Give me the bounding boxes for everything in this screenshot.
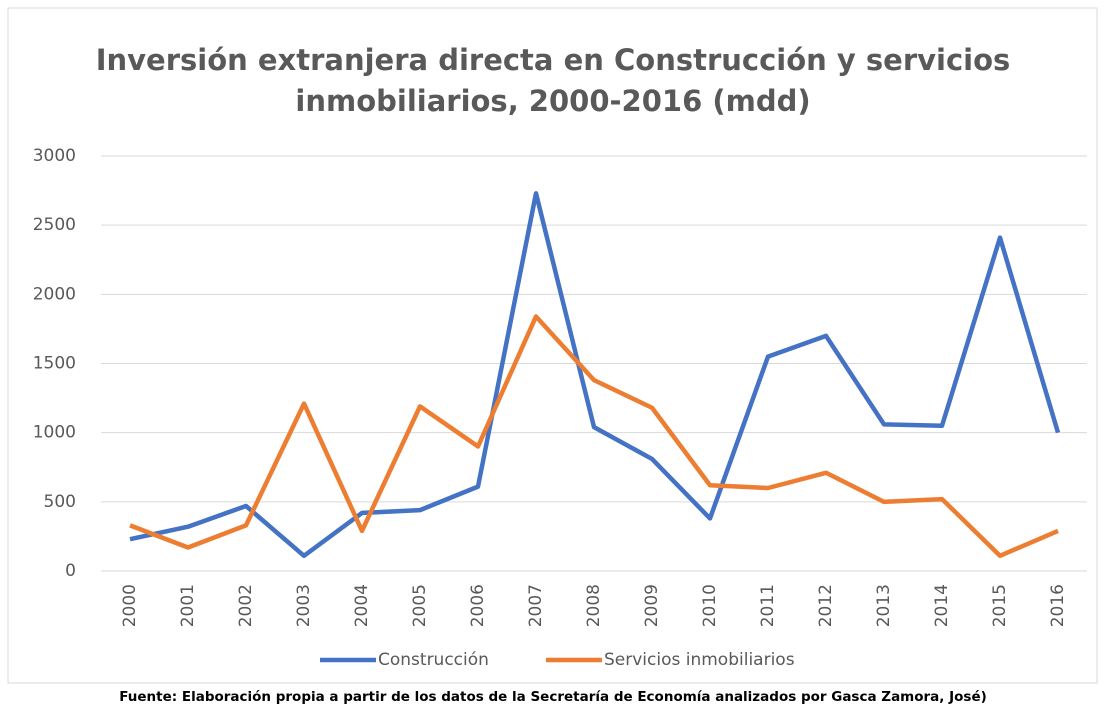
x-tick-label: 2005	[410, 584, 430, 627]
x-tick-label: 2003	[294, 584, 314, 627]
series-line	[129, 191, 1061, 559]
x-tick-label: 2014	[932, 584, 952, 627]
y-tick-label: 1000	[33, 423, 76, 443]
x-tick-label: 2010	[700, 584, 720, 627]
y-tick-label: 2000	[33, 284, 76, 304]
x-tick-label: 2009	[642, 584, 662, 627]
chart-border	[7, 7, 1098, 684]
y-tick-label: 3000	[33, 146, 76, 166]
x-tick-label: 2016	[1048, 584, 1068, 627]
x-tick-label: 2004	[352, 584, 372, 627]
x-tick-label: 2013	[874, 584, 894, 627]
x-tick-label: 2006	[468, 584, 488, 627]
x-tick-label: 2011	[758, 584, 778, 627]
x-tick-label: 2008	[584, 584, 604, 627]
source-note: Fuente: Elaboración propia a partir de l…	[119, 689, 987, 705]
y-tick-label: 1500	[33, 354, 76, 374]
legend-label: Servicios inmobiliarios	[604, 650, 795, 670]
x-tick-label: 2002	[236, 584, 256, 627]
x-tick-label: 2007	[526, 584, 546, 627]
x-tick-label: 2015	[990, 584, 1010, 627]
x-tick-label: 2000	[120, 584, 140, 627]
chart-title: Inversión extranjera directa en Construc…	[96, 43, 1011, 77]
y-tick-label: 500	[44, 492, 76, 512]
x-tick-label: 2001	[178, 584, 198, 627]
y-tick-label: 2500	[33, 215, 76, 235]
legend-label: Construcción	[378, 650, 489, 670]
series-line	[129, 314, 1059, 559]
chart-title: inmobiliarios, 2000-2016 (mdd)	[295, 84, 810, 118]
x-tick-label: 2012	[816, 584, 836, 627]
y-tick-label: 0	[65, 561, 76, 581]
